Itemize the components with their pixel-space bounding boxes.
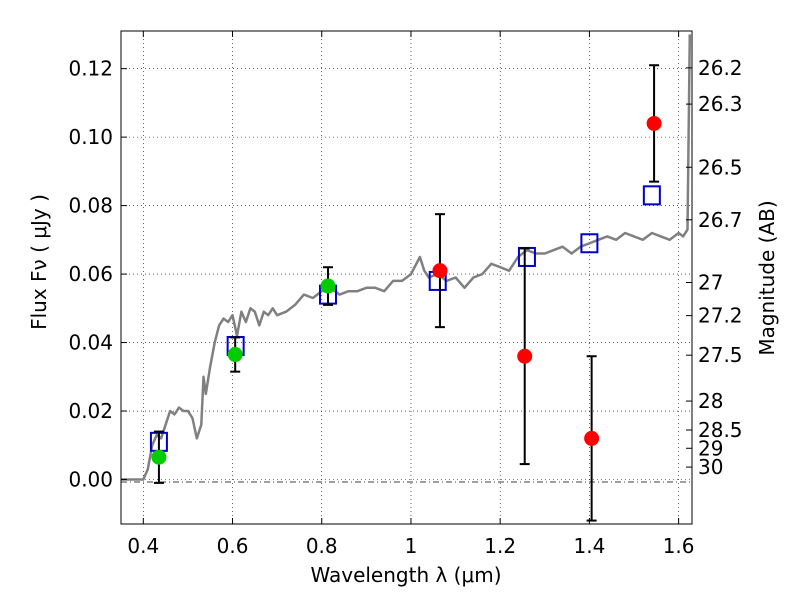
nir-point (432, 263, 448, 279)
y-tick-label: 0.02 (68, 399, 113, 423)
y2-axis-label: Magnitude (AB) (755, 200, 779, 355)
x-tick-label: 1.2 (484, 534, 516, 558)
y-axis-label: Flux Fν ( μJy ) (27, 194, 51, 330)
mag-tick-label: 30 (698, 455, 723, 479)
model-sed-line (121, 34, 692, 481)
nir-point (646, 115, 662, 131)
x-tick-label: 0.4 (127, 534, 159, 558)
x-tick-label: 0.8 (306, 534, 338, 558)
mag-tick-label: 28 (698, 389, 723, 413)
optical-point (320, 278, 336, 294)
mag-tick-label: 27 (698, 270, 723, 294)
mag-tick-label: 26.5 (698, 155, 743, 179)
data-series (121, 34, 692, 522)
y-tick-label: 0.06 (68, 262, 113, 286)
x-axis-label: Wavelength λ (μm) (310, 563, 501, 587)
mag-tick-label: 26.2 (698, 56, 743, 80)
model-band-square (642, 185, 661, 206)
y-tick-label: 0.00 (68, 467, 113, 491)
x-tick-label: 0.6 (217, 534, 249, 558)
model-band-square (580, 233, 599, 254)
x-tick-label: 1.6 (663, 534, 695, 558)
mag-tick-label: 28.5 (698, 418, 743, 442)
nir-point (517, 348, 533, 364)
nir-point (584, 430, 600, 446)
x-tick-label: 1.4 (573, 534, 605, 558)
y-tick-label: 0.08 (68, 194, 113, 218)
y-tick-label: 0.12 (68, 57, 113, 81)
axis-ticks: 0.4 0.6 0.8 1 1.2 1.4 1.6 0.00 0.02 0.04 0.06 0.08 0… (68, 31, 743, 558)
mag-tick-label: 29 (698, 436, 723, 460)
y-tick-label: 0.04 (68, 331, 113, 355)
y-tick-label: 0.10 (68, 125, 113, 149)
optical-point (227, 347, 243, 363)
mag-tick-label: 27.5 (698, 343, 743, 367)
optical-point (151, 449, 167, 465)
mag-tick-label: 27.2 (698, 304, 743, 328)
mag-tick-label: 26.3 (698, 92, 743, 116)
mag-tick-label: 26.7 (698, 208, 743, 232)
plot-frame (120, 30, 693, 525)
x-tick-label: 1 (405, 534, 418, 558)
